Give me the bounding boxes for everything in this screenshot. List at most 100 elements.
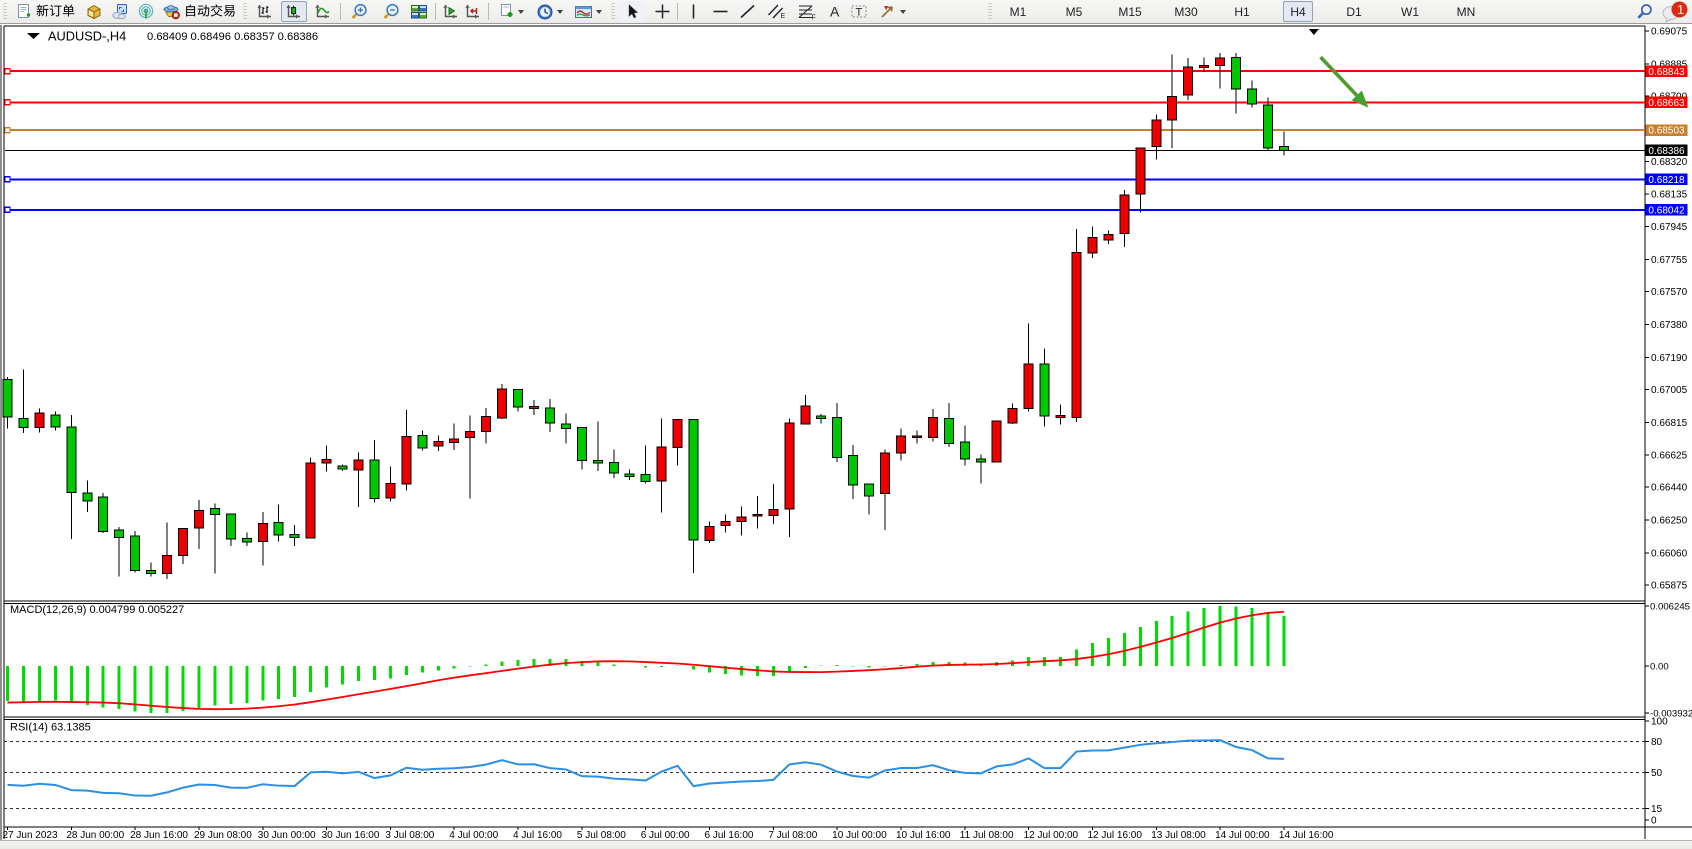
price-badge (1645, 96, 1688, 109)
trend-arrow-head (1351, 90, 1369, 108)
svg-text:F: F (811, 15, 815, 21)
zoom-out-button[interactable] (377, 1, 405, 22)
text-button[interactable]: A (821, 1, 847, 22)
timeframe-m30-button[interactable]: M30 (1174, 4, 1198, 19)
toolbar-grip[interactable] (988, 3, 992, 20)
auto-scroll-button[interactable] (459, 1, 485, 22)
trendline-button[interactable] (734, 1, 760, 22)
zoom-in-button[interactable] (345, 1, 373, 22)
toolbar-grip[interactable] (243, 3, 247, 20)
candle-body (513, 389, 524, 408)
line-anchor-marker[interactable] (4, 176, 11, 183)
timeframe-w1-button[interactable]: W1 (1401, 4, 1419, 19)
timeframe-h4-button[interactable]: H4 (1283, 1, 1313, 22)
line-anchor-marker[interactable] (4, 206, 11, 214)
candle-body (497, 388, 508, 419)
time-tick-label: 30 Jun 00:00 (258, 830, 316, 841)
horizontal-line-button[interactable] (707, 1, 733, 22)
search-button[interactable] (1632, 1, 1658, 22)
price-tick-label: 0.66250 (1651, 516, 1688, 527)
fibonacci-button[interactable]: F (792, 1, 820, 22)
time-tick-label: 28 Jun 00:00 (66, 830, 124, 841)
toolbar-grip[interactable] (3, 3, 7, 20)
timeframe-m15-button[interactable]: M15 (1118, 4, 1142, 19)
trend-arrow-annotation[interactable] (1319, 55, 1359, 97)
toolbar-separator (434, 3, 436, 20)
new-chart-icon (501, 4, 513, 17)
text-icon: A (830, 4, 840, 20)
price-badge-label: 0.68218 (1648, 175, 1685, 186)
candle-body (959, 441, 970, 460)
price-tick-label: 0.68135 (1651, 189, 1688, 200)
timeframe-d1-button[interactable]: D1 (1346, 4, 1362, 19)
candle-body (1215, 57, 1226, 66)
rsi-scale-label: 15 (1651, 804, 1663, 815)
price-badge (1645, 204, 1688, 216)
chart-shift-button[interactable] (437, 1, 463, 22)
line-anchor-marker[interactable] (4, 67, 11, 75)
chat-bubble-icon: 1 (1662, 1, 1688, 23)
time-tick-label: 27 Jun 2023 (3, 830, 58, 841)
timeframe-m5-button[interactable]: M5 (1065, 4, 1083, 19)
rsi-scale-label: 50 (1651, 768, 1663, 779)
candle-body (114, 529, 125, 538)
collapse-triangle-icon[interactable] (27, 33, 40, 39)
candle-body (880, 452, 891, 494)
price-tick-label: 0.67190 (1651, 353, 1688, 364)
candle-body (624, 473, 635, 478)
chart-window[interactable]: 0.690750.688850.687000.685100.683200.681… (0, 25, 1692, 849)
notifications-button[interactable]: 1 (1660, 1, 1690, 23)
candle-body (18, 418, 29, 429)
templates-button[interactable] (569, 1, 607, 22)
arrows-button[interactable] (874, 1, 910, 22)
new-order-label (36, 4, 75, 19)
candle-body (273, 521, 284, 536)
candle-body (640, 474, 651, 483)
line-chart-button[interactable] (310, 1, 336, 22)
tile-windows-button[interactable] (406, 1, 432, 22)
bar-chart-button[interactable] (252, 1, 278, 22)
timeframe-mn-button[interactable]: MN (1456, 4, 1476, 19)
vertical-line-button[interactable] (680, 1, 706, 22)
line-anchor-marker[interactable] (4, 126, 11, 134)
auto-trading-button[interactable] (160, 1, 238, 22)
candle-body (592, 459, 603, 464)
text-label-icon: T (851, 5, 867, 19)
line-anchor-marker[interactable] (4, 99, 11, 106)
timeframe-m1-button[interactable]: M1 (1009, 4, 1027, 19)
candle-body (1231, 56, 1242, 90)
price-tick-label: 0.68320 (1651, 157, 1688, 168)
timeframe-h1-button[interactable]: H1 (1234, 4, 1250, 19)
equidistant-channel-button[interactable]: E (762, 1, 790, 22)
candle-body (1167, 95, 1178, 121)
chart-shift-icon (442, 5, 457, 19)
price-tick-label: 0.66625 (1651, 451, 1688, 462)
candle-body (1135, 147, 1146, 195)
candle-body (1278, 145, 1289, 151)
chart-shift-marker[interactable] (1308, 29, 1319, 35)
toolbar-grip[interactable] (611, 3, 615, 20)
new-order-button[interactable] (10, 1, 80, 22)
zoom-in-icon (351, 3, 367, 19)
candle-body (433, 441, 444, 447)
text-label-button[interactable]: T (846, 1, 872, 22)
price-tick-label: 0.67755 (1651, 255, 1688, 266)
community-button[interactable] (108, 1, 132, 22)
candle-body (289, 533, 300, 538)
crosshair-icon (655, 4, 669, 19)
window-edge (0, 25, 2, 849)
crosshair-button[interactable] (649, 1, 675, 22)
new-chart-button[interactable] (494, 1, 528, 22)
candle-body (337, 465, 348, 470)
candlestick-chart-button[interactable] (281, 1, 307, 22)
signals-button[interactable] (134, 1, 158, 22)
svg-text:A: A (830, 4, 840, 20)
candle-body (50, 414, 61, 428)
cursor-icon (628, 3, 638, 19)
cursor-button[interactable] (619, 1, 644, 22)
market-watch-button[interactable] (82, 1, 106, 22)
chart-canvas[interactable]: 0.690750.688850.687000.685100.683200.681… (0, 25, 1692, 849)
candle-body (911, 435, 922, 438)
candle-body (369, 459, 380, 499)
profiles-button[interactable] (531, 1, 567, 22)
